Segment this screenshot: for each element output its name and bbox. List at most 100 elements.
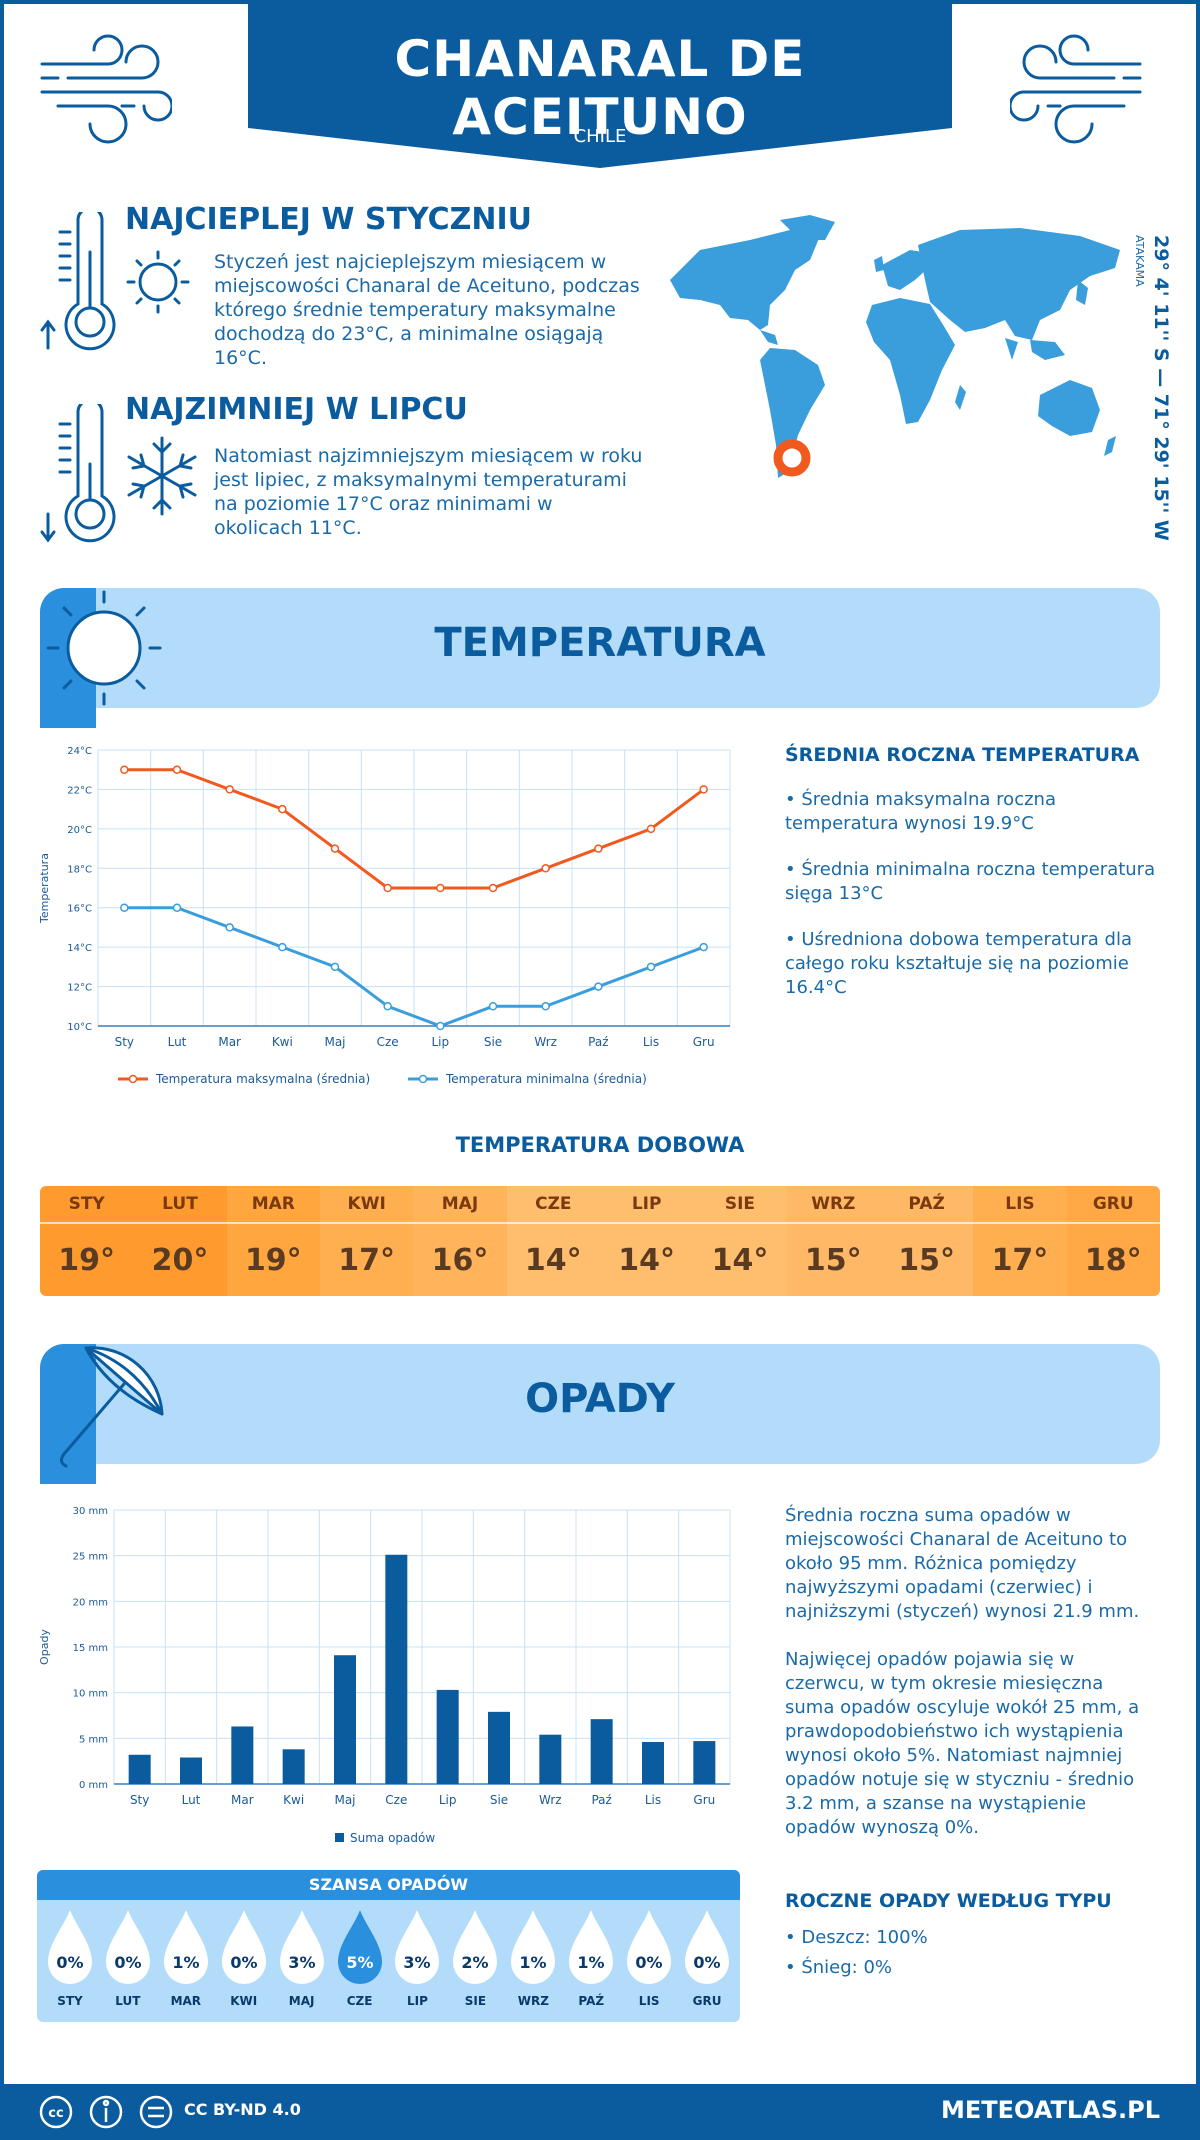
daily-temp-month: LIS — [973, 1186, 1067, 1224]
x-tick-label: Sty — [130, 1793, 149, 1807]
sun-icon — [40, 588, 162, 728]
daily-temp-value: 15° — [804, 1242, 862, 1278]
data-point — [594, 844, 603, 853]
chance-title: SZANSA OPADÓW — [37, 1870, 740, 1900]
chance-drop: 5% CZE — [331, 1908, 389, 2008]
raindrop-shape — [685, 1910, 730, 1984]
data-point — [646, 962, 656, 972]
daily-temp-cell: MAR 19° — [226, 1186, 320, 1296]
raindrop-shape — [279, 1910, 324, 1984]
x-tick-label: Paź — [588, 1035, 608, 1049]
daily-temp-cell: MAJ 16° — [413, 1186, 507, 1296]
daily-temp-month: LUT — [133, 1186, 227, 1224]
daily-temp-value: 20° — [151, 1242, 209, 1278]
daily-temp-month: PAŹ — [879, 1186, 974, 1224]
raindrop-icon: 3% — [395, 1910, 440, 1984]
x-tick-label: Gru — [693, 1035, 715, 1049]
daily-temp-month: KWI — [319, 1186, 414, 1224]
y-tick-label: 10°C — [67, 1022, 92, 1033]
precip-bar — [539, 1734, 562, 1784]
x-tick-label: Wrz — [539, 1793, 562, 1807]
legend-marker — [418, 1074, 428, 1084]
y-tick-label: 20 mm — [73, 1597, 108, 1608]
x-tick-label: Lip — [432, 1035, 450, 1049]
daily-temp-value: 14° — [524, 1242, 582, 1278]
data-point — [699, 785, 708, 794]
y-tick-label: 24°C — [67, 746, 92, 757]
chance-drop: 1% WRZ — [504, 1908, 562, 2008]
raindrop-shape — [627, 1910, 672, 1984]
site-link[interactable]: METEOATLAS.PL — [940, 2096, 1160, 2124]
chance-month: MAJ — [288, 1994, 315, 2008]
chance-drop: 3% MAJ — [273, 1908, 331, 2008]
daily-temp-cell: LIS 17° — [973, 1186, 1067, 1296]
raindrop-shape — [337, 1910, 382, 1984]
chance-drop: 0% STY — [41, 1908, 99, 2008]
data-point — [172, 903, 182, 912]
coldest-text: Natomiast najzimniejszym miesiącem w rok… — [214, 445, 643, 539]
precip-types-title: ROCZNE OPADY WEDŁUG TYPU — [785, 1890, 1112, 1912]
svg-text:cc: cc — [48, 2106, 63, 2121]
data-point — [225, 923, 234, 932]
raindrop-icon: 1% — [511, 1910, 556, 1984]
warmest-title: NAJCIEPLEJ W STYCZNIU — [125, 202, 533, 237]
chance-value: 3% — [288, 1953, 315, 1972]
region-label: ATAKAMA — [1133, 235, 1146, 287]
data-point — [436, 883, 445, 893]
x-tick-label: Lis — [645, 1793, 661, 1807]
chance-month: LIS — [638, 1994, 660, 2008]
x-tick-label: Mar — [218, 1035, 241, 1049]
daily-temp-value: 18° — [1084, 1242, 1142, 1278]
chance-value: 0% — [230, 1953, 257, 1972]
precip-bar — [488, 1711, 510, 1784]
y-tick-label: 0 mm — [79, 1780, 108, 1791]
chance-month: WRZ — [517, 1994, 549, 2008]
x-tick-label: Mar — [231, 1793, 254, 1807]
chance-drop: 3% LIP — [389, 1908, 447, 2008]
thermometer-sun-icon — [40, 212, 190, 351]
chance-drops: 0% STY 0% LUT 1% MAR 0% KWI 3% MAJ 5% CZE 3% LIP 2% SIE… — [37, 1900, 740, 2008]
x-tick-label: Cze — [385, 1793, 407, 1807]
daily-temp-value: 19° — [244, 1242, 302, 1278]
series-line — [124, 768, 705, 890]
chance-value: 2% — [462, 1953, 489, 1972]
precipitation-title: OPADY — [525, 1376, 675, 1422]
chance-month: LIP — [407, 1994, 428, 2008]
y-tick-label: 25 mm — [73, 1552, 108, 1563]
data-point — [278, 804, 287, 814]
license-text[interactable]: CC BY-ND 4.0 — [184, 2100, 301, 2119]
legend-label: Temperatura maksymalna (średnia) — [155, 1072, 370, 1086]
license-icons[interactable]: cc — [38, 2094, 174, 2130]
data-point — [646, 824, 656, 834]
raindrop-shape — [569, 1910, 614, 1984]
precip-bar — [231, 1726, 254, 1784]
chance-value: 3% — [404, 1953, 431, 1972]
stat-min: • Średnia minimalna roczna temperatura si… — [785, 859, 1156, 904]
chance-drop: 2% SIE — [446, 1908, 504, 2008]
chance-value: 1% — [578, 1953, 605, 1972]
y-tick-label: 20°C — [67, 825, 92, 836]
raindrop-icon: 1% — [569, 1910, 614, 1984]
raindrop-shape — [453, 1910, 498, 1984]
precip-bar — [128, 1754, 151, 1784]
temperature-band — [40, 588, 1160, 708]
precip-types: ROCZNE OPADY WEDŁUG TYPU • Deszcz: 100% … — [785, 1890, 1165, 1980]
x-tick-label: Sie — [490, 1793, 508, 1807]
daily-temp-value: 14° — [711, 1242, 769, 1278]
chance-month: GRU — [692, 1994, 722, 2008]
raindrop-icon: 0% — [685, 1910, 730, 1984]
thermometer-snowflake-icon — [40, 404, 197, 543]
daily-temp-month: CZE — [506, 1186, 600, 1224]
daily-temp-month: WRZ — [786, 1186, 880, 1224]
chance-value: 0% — [114, 1953, 141, 1972]
precipitation-band — [40, 1344, 1160, 1464]
daily-temp-month: MAR — [226, 1186, 320, 1224]
wind-icon-right — [1010, 34, 1142, 144]
data-point — [436, 1021, 445, 1031]
x-tick-label: Lis — [643, 1035, 659, 1049]
temperature-stats: ŚREDNIA ROCZNA TEMPERATURA • Średnia mak… — [785, 744, 1165, 1000]
chance-month: STY — [57, 1994, 83, 2008]
daily-temp-month: GRU — [1066, 1186, 1160, 1224]
daily-temp-value: 19° — [58, 1242, 116, 1278]
data-point — [120, 903, 129, 912]
